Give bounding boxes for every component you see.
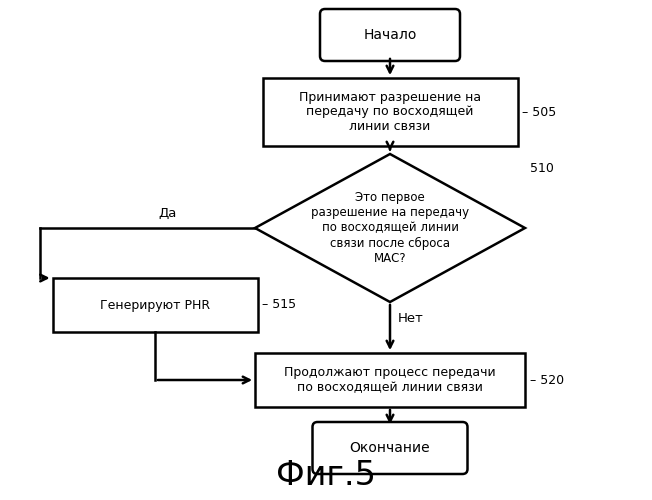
Bar bbox=[255, 353, 525, 407]
Text: – 505: – 505 bbox=[522, 106, 557, 118]
Text: Начало: Начало bbox=[363, 28, 417, 42]
Text: Это первое
разрешение на передачу
по восходящей линии
связи после сброса
МАС?: Это первое разрешение на передачу по вос… bbox=[311, 192, 469, 264]
Text: Фиг.5: Фиг.5 bbox=[276, 459, 376, 492]
Text: Принимают разрешение на
передачу по восходящей
линии связи: Принимают разрешение на передачу по восх… bbox=[299, 90, 481, 134]
Text: Окончание: Окончание bbox=[349, 441, 430, 455]
FancyBboxPatch shape bbox=[312, 422, 467, 474]
Text: – 520: – 520 bbox=[530, 374, 564, 386]
Bar bbox=[263, 78, 518, 146]
Text: – 515: – 515 bbox=[263, 298, 297, 312]
Text: 510: 510 bbox=[530, 162, 554, 175]
Polygon shape bbox=[255, 154, 525, 302]
Text: Да: Да bbox=[158, 207, 177, 220]
Text: Продолжают процесс передачи
по восходящей линии связи: Продолжают процесс передачи по восходяще… bbox=[284, 366, 496, 394]
Bar bbox=[53, 278, 258, 332]
Text: Нет: Нет bbox=[398, 312, 424, 325]
FancyBboxPatch shape bbox=[320, 9, 460, 61]
Text: Генерируют PHR: Генерируют PHR bbox=[100, 298, 210, 312]
